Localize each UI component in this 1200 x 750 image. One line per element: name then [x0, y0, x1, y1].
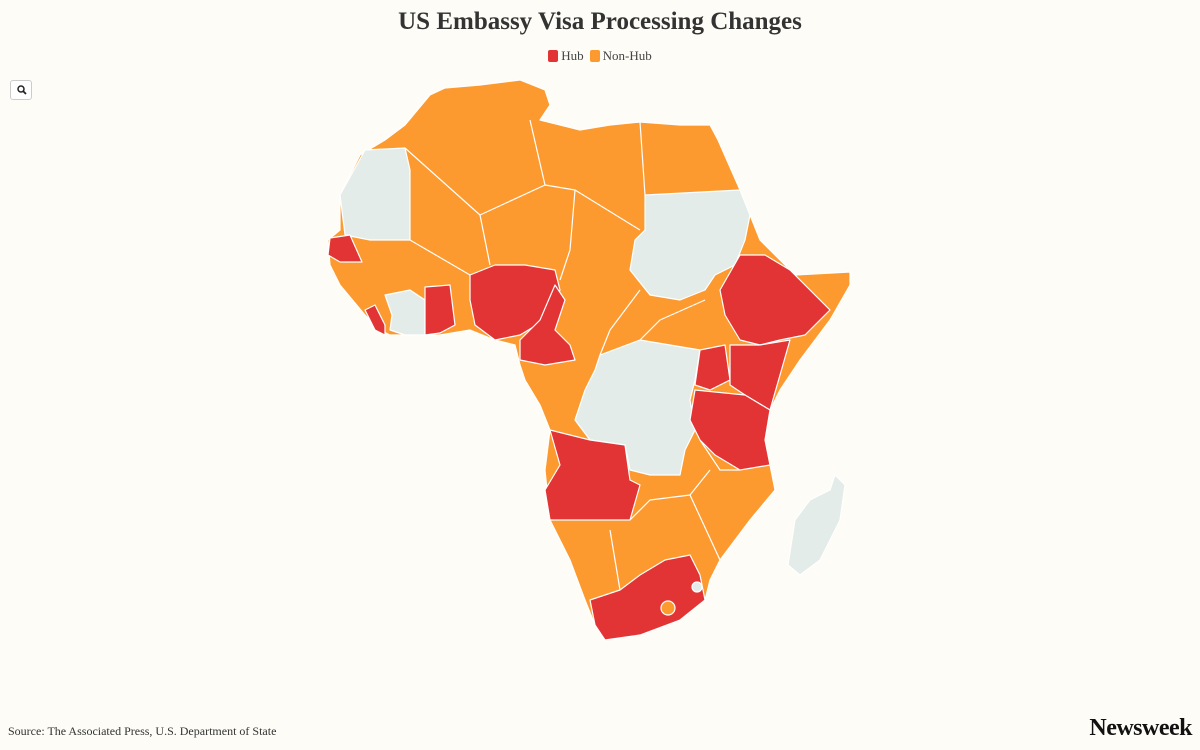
- logo: Newsweek: [1089, 715, 1192, 741]
- region-no-data: [787, 474, 846, 576]
- region-no-data: [691, 581, 703, 593]
- region-no-data: [574, 339, 701, 476]
- legend-label: Non-Hub: [602, 48, 652, 63]
- region-no-data: [339, 147, 411, 241]
- region-hub: [364, 304, 386, 336]
- region-hub: [327, 234, 363, 263]
- region-hub: [729, 339, 791, 411]
- region-no-data: [384, 289, 426, 336]
- legend-swatch: [548, 50, 559, 62]
- region-non-hub: [660, 600, 676, 616]
- title: US Embassy Visa Processing Changes: [398, 8, 802, 35]
- region-hub: [544, 429, 641, 521]
- legend-label: Hub: [561, 48, 584, 63]
- region-hub: [519, 284, 576, 366]
- source-note: Source: The Associated Press, U.S. Depar…: [8, 724, 277, 738]
- legend-item[interactable]: Non-Hub: [589, 48, 652, 64]
- region-hub: [689, 389, 771, 471]
- legend-swatch: [589, 50, 600, 62]
- region-hub: [424, 284, 456, 336]
- search-button[interactable]: [10, 80, 32, 100]
- region-hub: [719, 254, 831, 346]
- search-icon: [17, 84, 27, 95]
- legend: Hub Non-Hub: [0, 48, 1200, 64]
- region-no-data: [629, 189, 751, 301]
- region-hub: [694, 344, 731, 391]
- legend-item[interactable]: Hub: [548, 48, 584, 64]
- border: [404, 119, 740, 591]
